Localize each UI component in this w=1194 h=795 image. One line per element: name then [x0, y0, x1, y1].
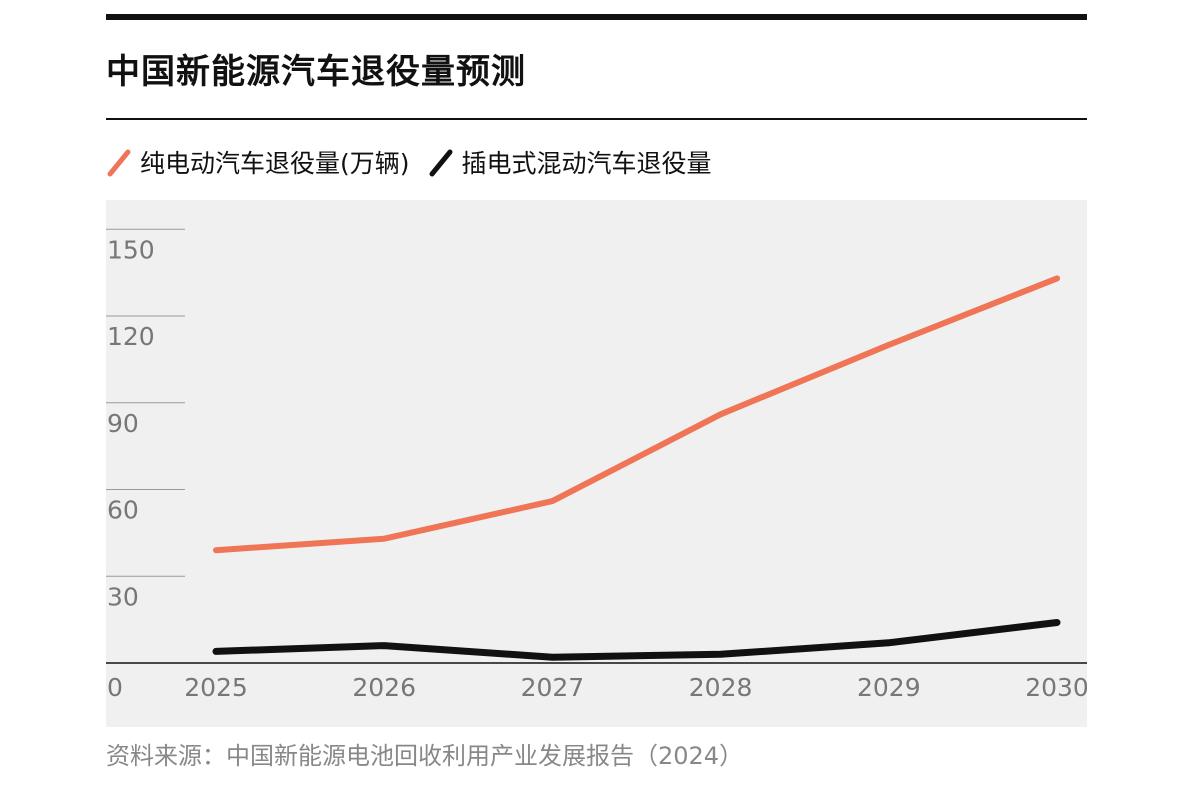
x-tick-label: 2027	[521, 673, 585, 702]
series-line-phev	[212, 619, 1061, 661]
series-line-bev	[213, 275, 1060, 554]
legend-label-phev: 插电式混动汽车退役量	[461, 149, 712, 178]
y-tick-label: 0	[107, 673, 123, 702]
x-tick-label: 2030	[1025, 673, 1087, 702]
top-rule	[106, 14, 1087, 20]
x-tick-label: 2028	[689, 673, 753, 702]
legend-swatch-phev	[429, 149, 453, 177]
source-note: 资料来源：中国新能源电池回收利用产业发展报告（2024）	[106, 742, 744, 770]
chart-title: 中国新能源汽车退役量预测	[106, 52, 526, 92]
y-tick-label: 60	[107, 496, 139, 525]
y-tick-label: 30	[107, 582, 139, 611]
legend-label-bev: 纯电动汽车退役量(万辆)	[140, 149, 410, 178]
y-tick-label: 90	[107, 409, 139, 438]
legend: 纯电动汽车退役量(万辆) 插电式混动汽车退役量	[106, 142, 730, 182]
legend-swatch-bev	[107, 149, 131, 177]
legend-item-phev: 插电式混动汽车退役量	[428, 144, 712, 180]
line-chart: 0 30 60 90 120 150 2025 2026 2027 2028 2029 2030	[106, 228, 1089, 702]
x-tick-label: 2025	[184, 673, 248, 702]
x-tick-label: 2026	[352, 673, 416, 702]
plot-area: 0 30 60 90 120 150 2025 2026 2027 2028 2029 2030	[106, 200, 1089, 727]
y-tick-label: 120	[107, 322, 155, 351]
legend-item-bev: 纯电动汽车退役量(万辆)	[106, 144, 410, 180]
y-tick-label: 150	[107, 235, 155, 264]
title-divider	[106, 118, 1087, 120]
x-tick-label: 2029	[857, 673, 921, 702]
